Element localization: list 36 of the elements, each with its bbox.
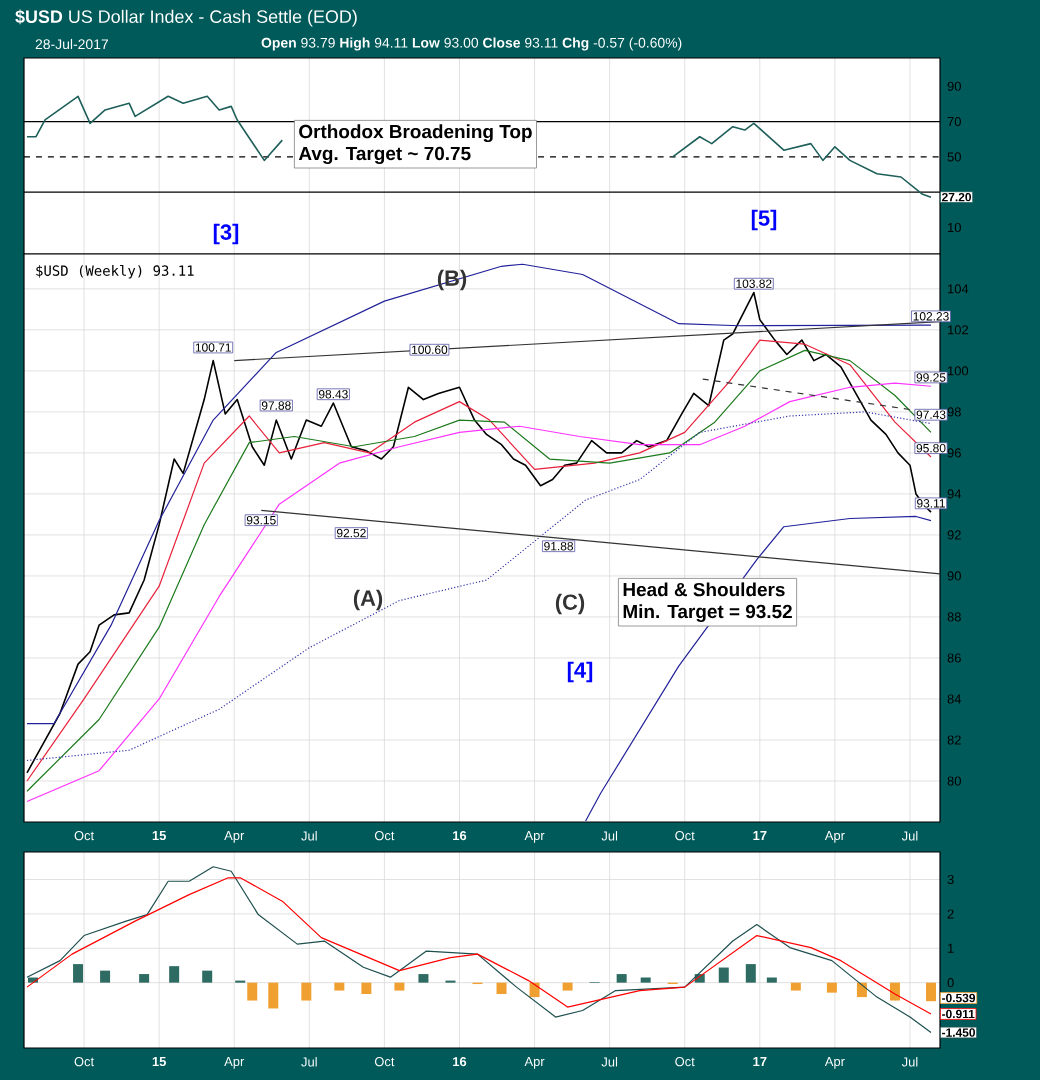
chart-title: $USD US Dollar Index - Cash Settle (EOD)	[15, 9, 357, 27]
bar	[334, 982, 345, 991]
bar	[889, 982, 900, 1001]
annotation: (A)	[353, 589, 383, 611]
annotation: Min. Target = 93.52	[623, 604, 792, 623]
bar	[418, 974, 429, 983]
bar	[496, 982, 507, 995]
bar	[766, 977, 777, 983]
bar	[73, 964, 84, 983]
bar	[718, 967, 729, 983]
bar	[745, 964, 756, 983]
bar	[826, 982, 837, 993]
bar	[640, 977, 651, 983]
annotation: [3]	[213, 223, 239, 245]
bar	[139, 974, 150, 983]
annotation: (C)	[555, 593, 585, 615]
line-series	[26, 866, 932, 1034]
bar	[301, 982, 312, 1001]
line-series	[26, 877, 932, 1015]
bar	[268, 982, 279, 1009]
bar	[926, 982, 936, 1002]
bar	[169, 966, 180, 983]
bar	[202, 970, 213, 983]
annotation: Orthodox Broadening Top	[299, 124, 532, 143]
annotation: [5]	[751, 209, 777, 231]
bar	[361, 982, 372, 995]
bar	[247, 982, 258, 1001]
bar	[394, 982, 405, 991]
annotation: Head & Shoulders	[623, 582, 785, 597]
bar	[100, 970, 111, 983]
bar	[790, 982, 801, 991]
bar	[529, 982, 540, 998]
bar	[616, 974, 627, 983]
bar	[562, 982, 573, 991]
annotation: [4]	[567, 661, 593, 683]
annotation: Avg. Target ~ 70.75	[298, 146, 471, 165]
